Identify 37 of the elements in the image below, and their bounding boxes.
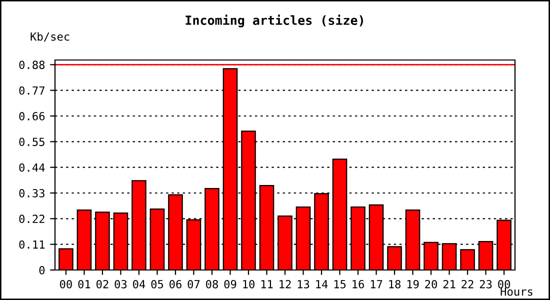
y-tick-label: 0.44 xyxy=(19,163,45,172)
x-tick-label: 09 xyxy=(224,280,236,288)
x-tick-label: 19 xyxy=(407,280,419,288)
x-tick-label: 13 xyxy=(298,280,310,288)
y-tick-label: 0.22 xyxy=(19,214,44,224)
x-tick-label: 07 xyxy=(188,280,200,288)
x-tick-label: 14 xyxy=(316,280,328,288)
x-tick-label: 00 xyxy=(60,280,72,288)
x-tick-label: 20 xyxy=(425,280,437,288)
x-tick-label: 06 xyxy=(170,280,182,288)
x-tick-label: 04 xyxy=(133,280,146,288)
x-tick-label: 23 xyxy=(480,280,492,288)
x-tick-label: 10 xyxy=(243,280,254,288)
chart-title: Incoming articles (size) xyxy=(186,14,363,28)
x-tick-label: 16 xyxy=(352,280,364,288)
y-tick-label: 0 xyxy=(39,266,45,274)
y-tick-label: 0.66 xyxy=(19,112,45,120)
x-tick-label: 08 xyxy=(206,280,218,288)
y-tick-label: 0.77 xyxy=(19,86,44,95)
y-axis-title: Kb/sec xyxy=(30,32,70,42)
x-tick-label: 18 xyxy=(389,280,401,288)
x-tick-label: 22 xyxy=(462,280,474,288)
x-axis-title: Hours xyxy=(500,287,532,296)
x-tick-label: 12 xyxy=(280,280,291,288)
x-tick-label: 00 xyxy=(498,280,510,288)
x-tick-label: 21 xyxy=(443,280,456,288)
x-tick-label: 11 xyxy=(261,280,273,288)
y-tick-label: 0.88 xyxy=(19,60,45,70)
y-tick-label: 0.33 xyxy=(19,189,44,198)
y-tick-label: 0.55 xyxy=(19,138,44,146)
x-tick-label: 15 xyxy=(334,280,346,288)
x-tick-label: 01 xyxy=(78,280,90,288)
x-tick-label: 02 xyxy=(96,280,108,288)
x-tick-label: 03 xyxy=(114,280,127,288)
y-tick-label: 0.11 xyxy=(19,240,45,249)
x-tick-label: 05 xyxy=(151,280,164,288)
x-tick-label: 17 xyxy=(370,280,382,288)
